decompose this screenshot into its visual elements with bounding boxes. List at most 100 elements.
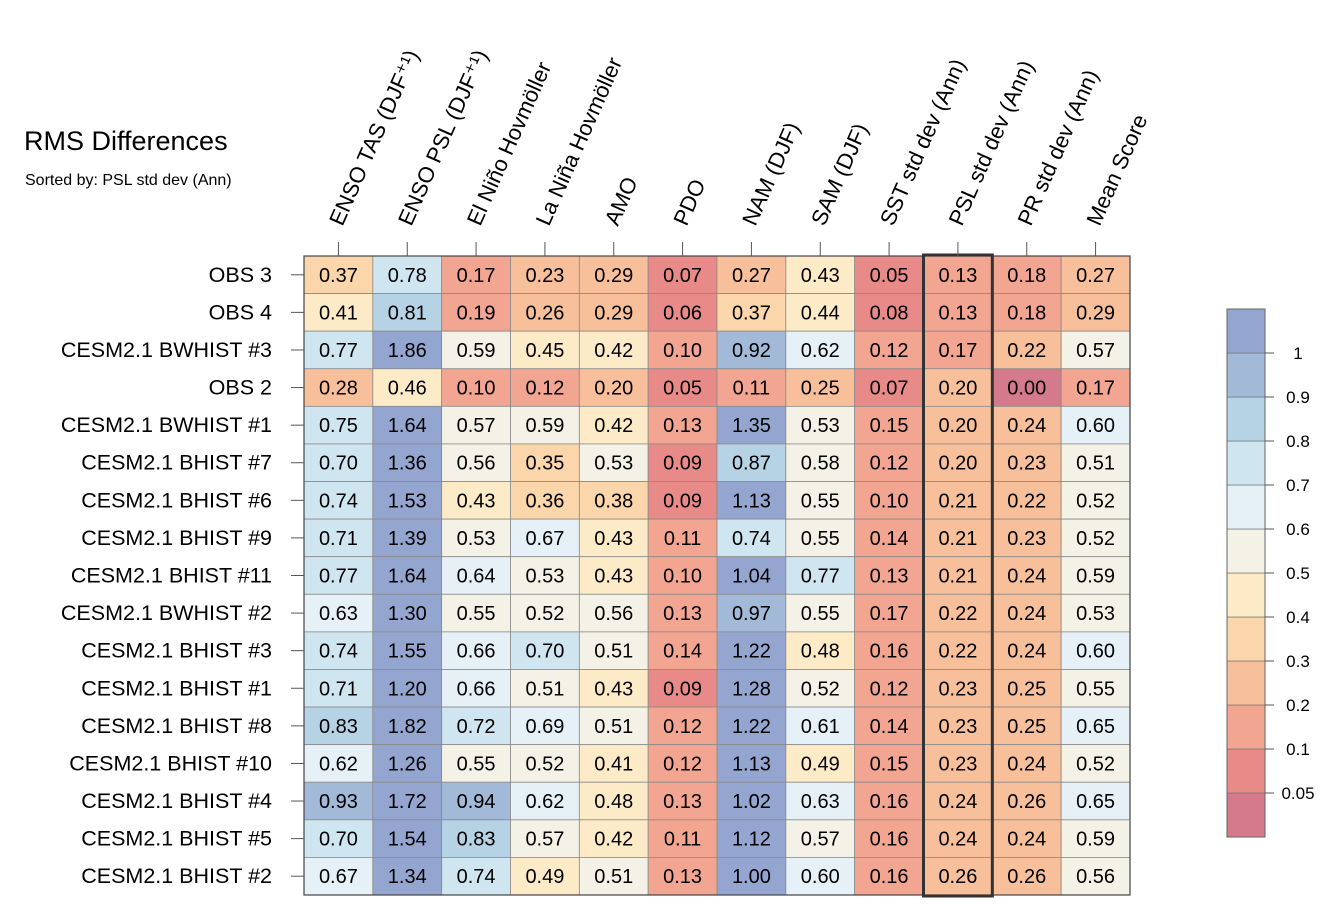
cell-value-label: 1.55 xyxy=(388,641,427,663)
cell-value-label: 0.57 xyxy=(801,829,840,851)
heatmap-cell xyxy=(716,781,787,821)
cell-value-label: 1.26 xyxy=(388,753,427,775)
column-label: Mean Score xyxy=(1081,110,1152,229)
cell-value-label: 0.75 xyxy=(319,415,358,437)
cell-value-label: 0.12 xyxy=(870,678,909,700)
cell-value-label: 0.43 xyxy=(457,490,496,512)
heatmap-cell xyxy=(510,744,580,783)
heatmap-cell xyxy=(303,368,374,407)
cell-value-label: 0.53 xyxy=(594,453,633,475)
cell-value-label: 0.17 xyxy=(457,265,496,287)
cell-value-label: 0.35 xyxy=(525,453,564,475)
column-label: AMO xyxy=(599,173,642,229)
heatmap-cell xyxy=(578,669,649,708)
cell-value-label: 0.71 xyxy=(319,528,358,550)
heatmap-cell xyxy=(923,293,993,332)
cell-value-label: 0.17 xyxy=(870,603,909,625)
heatmap-cell xyxy=(991,255,1062,294)
heatmap-cell xyxy=(854,631,924,670)
cell-value-label: 0.70 xyxy=(319,829,358,851)
cell-value-label: 0.06 xyxy=(663,302,702,324)
cell-value-label: 0.83 xyxy=(457,829,496,851)
cell-value-label: 1.54 xyxy=(388,829,427,851)
heatmap-cell xyxy=(854,518,924,558)
heatmap-cell xyxy=(441,518,511,558)
cell-value-label: 1.34 xyxy=(388,866,427,888)
cell-value-label: 0.13 xyxy=(938,302,977,324)
chart-subtitle: Sorted by: PSL std dev (Ann) xyxy=(25,172,232,189)
heatmap-cell xyxy=(1060,669,1131,708)
cell-value-label: 0.15 xyxy=(870,415,909,437)
cell-value-label: 0.60 xyxy=(1076,415,1115,437)
heatmap-cell xyxy=(372,481,443,520)
cell-value-label: 0.55 xyxy=(801,490,840,512)
heatmap-cell xyxy=(510,518,580,558)
cell-value-label: 0.65 xyxy=(1076,716,1115,738)
heatmap-cell xyxy=(578,593,649,633)
cell-value-label: 0.10 xyxy=(870,490,909,512)
cell-value-label: 0.14 xyxy=(663,641,702,663)
heatmap-cell xyxy=(1060,706,1131,746)
heatmap-cell xyxy=(372,556,443,595)
heatmap-cell xyxy=(441,405,511,445)
cell-value-label: 0.19 xyxy=(457,302,496,324)
row-label: CESM2.1 BHIST #8 xyxy=(81,714,272,738)
heatmap-cell xyxy=(647,556,718,595)
cell-value-label: 1.35 xyxy=(732,415,771,437)
cell-value-label: 0.16 xyxy=(870,829,909,851)
cell-value-label: 0.21 xyxy=(938,566,977,588)
colorbar-segment xyxy=(1226,704,1266,750)
cell-value-label: 0.94 xyxy=(457,791,496,813)
cell-value-label: 0.20 xyxy=(938,415,977,437)
cell-value-label: 0.12 xyxy=(663,753,702,775)
heatmap-cell xyxy=(923,706,993,746)
cell-value-label: 0.51 xyxy=(594,866,633,888)
cell-value-label: 0.14 xyxy=(870,528,909,550)
heatmap-cell xyxy=(441,744,511,783)
heatmap-cell xyxy=(303,481,374,520)
colorbar-segment xyxy=(1226,352,1266,398)
cell-value-label: 0.51 xyxy=(525,678,564,700)
heatmap-cell xyxy=(923,593,993,633)
cell-value-label: 0.24 xyxy=(1007,603,1046,625)
cell-value-label: 0.00 xyxy=(1007,378,1046,400)
cell-value-label: 0.18 xyxy=(1007,265,1046,287)
heatmap-cell xyxy=(854,330,924,370)
heatmap-cell xyxy=(1060,518,1131,558)
heatmap-cell xyxy=(510,443,580,482)
cell-value-label: 0.74 xyxy=(319,490,358,512)
heatmap-cell xyxy=(716,744,787,783)
colorbar-segment xyxy=(1226,484,1266,530)
cell-value-label: 0.11 xyxy=(664,528,701,550)
colorbar-label: 0.9 xyxy=(1286,388,1310,407)
cell-value-label: 0.49 xyxy=(801,753,840,775)
heatmap-cell xyxy=(578,781,649,821)
colorbar-label: 0.8 xyxy=(1286,432,1310,451)
heatmap-cell xyxy=(716,443,787,482)
row-label: OBS 4 xyxy=(209,300,272,324)
colorbar-label: 0.5 xyxy=(1286,564,1310,583)
cell-value-label: 0.24 xyxy=(938,791,977,813)
row-label: CESM2.1 BHIST #3 xyxy=(81,639,272,663)
cell-value-label: 0.87 xyxy=(732,453,771,475)
cell-value-label: 1.22 xyxy=(732,641,771,663)
cell-value-label: 0.05 xyxy=(870,265,909,287)
heatmap-cell xyxy=(716,819,787,858)
cell-value-label: 0.66 xyxy=(457,641,496,663)
heatmap-cell xyxy=(578,443,649,482)
heatmap-cell xyxy=(716,857,787,896)
cell-value-label: 0.55 xyxy=(457,753,496,775)
cell-value-label: 0.27 xyxy=(1076,265,1115,287)
heatmap-cell xyxy=(510,293,580,332)
heatmap-cell xyxy=(923,330,993,370)
cell-value-label: 0.16 xyxy=(870,791,909,813)
heatmap-cell xyxy=(303,781,374,821)
cell-value-label: 0.74 xyxy=(732,528,771,550)
cell-value-label: 0.13 xyxy=(663,415,702,437)
heatmap-cell xyxy=(578,857,649,896)
cell-value-label: 0.67 xyxy=(319,866,358,888)
heatmap-cell xyxy=(785,857,856,896)
row-label: OBS 2 xyxy=(209,376,272,400)
cell-value-label: 0.53 xyxy=(525,566,564,588)
cell-value-label: 0.48 xyxy=(594,791,633,813)
